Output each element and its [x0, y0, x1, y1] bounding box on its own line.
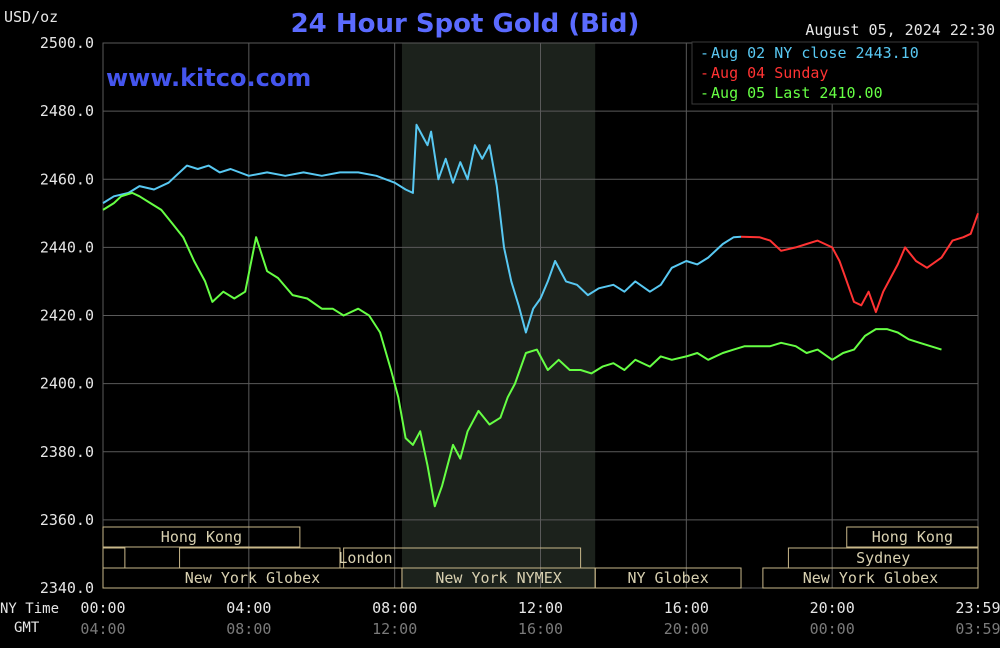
x-tick-label-ny: 20:00	[810, 599, 855, 617]
unit-label: USD/oz	[4, 8, 58, 26]
y-tick-label: 2380.0	[40, 443, 94, 461]
session-ny-globex-box	[594, 567, 742, 589]
session-new-york-globex-2-label: New York Globex	[803, 569, 938, 587]
y-tick-label: 2420.0	[40, 307, 94, 325]
x-tick-label-ny: 12:00	[518, 599, 563, 617]
watermark-text: www.kitco.com	[106, 64, 311, 92]
x-tick-label-gmt: 03:59	[955, 620, 1000, 638]
chart-title: 24 Hour Spot Gold (Bid)	[291, 9, 640, 39]
session-london-label: London	[338, 549, 392, 567]
x-tick-label-gmt: 16:00	[518, 620, 563, 638]
x-tick-label-gmt: 00:00	[810, 620, 855, 638]
session-hong-kong-2-label: Hong Kong	[872, 528, 953, 546]
y-axis: 2500.0 2480.0 2460.0 2440.0 2420.0 2400.0 2380…	[40, 34, 94, 597]
x-tick-label-gmt: 04:00	[80, 620, 125, 638]
session-ny-globex-label: NY Globex	[627, 569, 708, 587]
x-tick-label-gmt: 12:00	[372, 620, 417, 638]
y-tick-label: 2500.0	[40, 34, 94, 52]
legend-item-aug04: - Aug 04 Sunday	[700, 64, 828, 82]
x-tick-label-ny: 16:00	[664, 599, 709, 617]
x-tick-label-ny: 04:00	[226, 599, 271, 617]
y-tick-label: 2400.0	[40, 375, 94, 393]
legend: - Aug 02 NY close 2443.10 - Aug 04 Sunday …	[691, 41, 979, 105]
legend-item-aug05: - Aug 05 Last 2410.00	[700, 84, 883, 102]
session-new-york-globex-2-box	[762, 567, 979, 589]
ny-time-label: NY Time	[0, 601, 59, 617]
x-tick-label-gmt: 20:00	[664, 620, 709, 638]
legend-box	[691, 41, 979, 105]
series-line-0	[102, 123, 742, 334]
price-series	[102, 123, 979, 508]
session-new-york-nymex-label: New York NYMEX	[435, 569, 561, 587]
x-tick-label-ny: 23:59	[955, 599, 1000, 617]
timestamp: August 05, 2024 22:30	[805, 21, 995, 39]
session-hong-kong-2-box	[846, 526, 979, 548]
y-tick-label: 2440.0	[40, 238, 94, 256]
session-new-york-globex-label: New York Globex	[185, 569, 320, 587]
x-tick-label-gmt: 08:00	[226, 620, 271, 638]
series-line-1	[740, 212, 979, 314]
x-tick-label-ny: 00:00	[80, 599, 125, 617]
session-hong-kong-box	[102, 526, 301, 548]
x-tick-label-ny: 08:00	[372, 599, 417, 617]
session-sydney-label: Sydney	[856, 549, 910, 567]
series-line-2	[102, 191, 942, 508]
grid	[102, 42, 979, 589]
session-hong-kong-label: Hong Kong	[161, 528, 242, 546]
trading-sessions: Hong Kong Hong Kong London Sydney New York G…	[102, 526, 979, 589]
x-axis: 00:00 04:00 04:00 08:00 08:00 12:00 12:00 16:00…	[80, 599, 1000, 638]
y-tick-label: 2360.0	[40, 511, 94, 529]
gmt-label: GMT	[14, 620, 40, 636]
legend-item-aug02: - Aug 02 NY close 2443.10	[700, 44, 919, 62]
y-tick-label: 2460.0	[40, 170, 94, 188]
y-tick-label: 2340.0	[40, 579, 94, 597]
y-tick-label: 2480.0	[40, 102, 94, 120]
